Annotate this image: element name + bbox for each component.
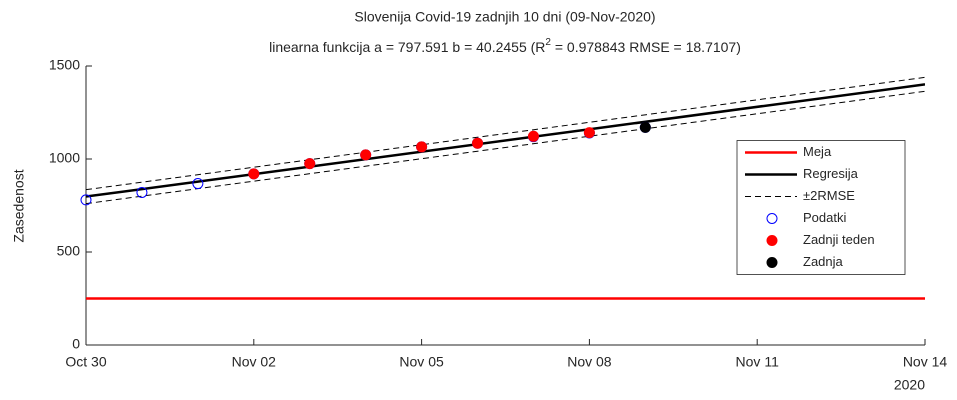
legend-label: Regresija xyxy=(803,166,859,181)
data-point xyxy=(192,178,204,190)
data-point xyxy=(527,130,539,142)
data-point xyxy=(304,158,316,170)
x-year-label: 2020 xyxy=(894,377,925,393)
y-tick-label: 1500 xyxy=(49,57,80,73)
x-tick-label: Nov 02 xyxy=(232,354,277,370)
x-tick-label: Oct 30 xyxy=(65,354,106,370)
data-point xyxy=(583,127,595,139)
legend-marker xyxy=(766,257,778,268)
legend-label: Meja xyxy=(803,144,832,159)
rmse-line xyxy=(86,90,925,205)
legend-label: Zadnja xyxy=(803,254,844,269)
legend-marker xyxy=(766,235,778,246)
legend-label: Zadnji teden xyxy=(803,232,875,247)
y-tick-label: 1000 xyxy=(49,150,80,166)
x-tick-label: Nov 14 xyxy=(903,354,948,370)
x-tick-label: Nov 05 xyxy=(399,354,444,370)
data-point xyxy=(360,149,372,161)
y-tick-label: 500 xyxy=(57,243,81,259)
chart-title: Slovenija Covid-19 zadnjih 10 dni (09-No… xyxy=(354,9,655,25)
data-point xyxy=(416,141,428,153)
y-tick-label: 0 xyxy=(72,336,80,352)
legend-box xyxy=(736,140,906,275)
data-point xyxy=(248,168,260,180)
y-axis-label: Zasedenost xyxy=(11,169,27,242)
data-point xyxy=(80,194,92,206)
x-tick-label: Nov 11 xyxy=(736,354,780,370)
data-point xyxy=(136,186,148,198)
rmse-line xyxy=(86,76,925,191)
legend-label: ±2RMSE xyxy=(803,188,855,203)
series-line xyxy=(86,83,925,198)
subtitle-part: = 0.978843 RMSE = 18.7107) xyxy=(551,39,741,55)
x-tick-label: Nov 08 xyxy=(567,354,612,370)
legend-label: Podatki xyxy=(803,210,846,225)
data-point xyxy=(639,121,651,133)
subtitle-sup: 2 xyxy=(545,37,551,48)
data-point xyxy=(472,137,484,149)
chart-subtitle: linearna funkcija a = 797.591 b = 40.245… xyxy=(269,37,741,55)
subtitle-part: linearna funkcija a = 797.591 b = 40.245… xyxy=(269,39,545,55)
legend-marker xyxy=(766,213,778,224)
